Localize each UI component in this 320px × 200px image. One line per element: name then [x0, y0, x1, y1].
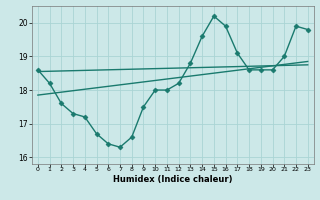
X-axis label: Humidex (Indice chaleur): Humidex (Indice chaleur) [113, 175, 233, 184]
